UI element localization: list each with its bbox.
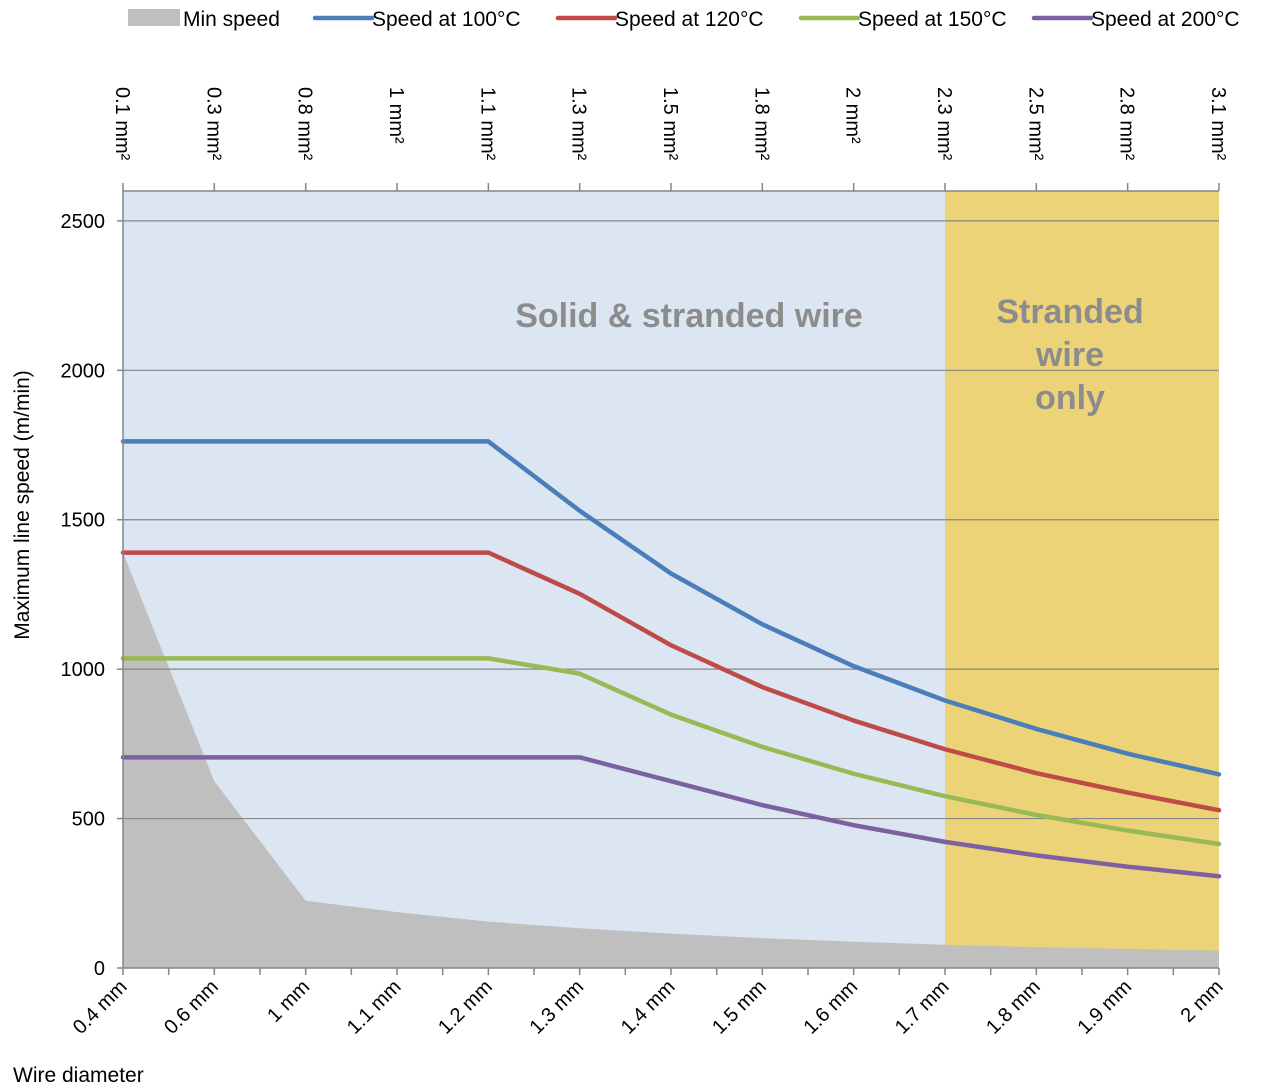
x-tick-label-9: 1.7 mm (891, 976, 954, 1039)
region-label-0-line-0: Solid & stranded wire (515, 297, 863, 335)
region-label-1-line-2: only (1035, 379, 1105, 417)
area-series (123, 552, 1219, 968)
series-line-3 (120, 755, 1222, 879)
x-tick-label-0: 0.4 mm (69, 976, 132, 1039)
region-labels: Solid & stranded wire Stranded wire only (515, 293, 1143, 417)
legend-swatch-0 (128, 9, 180, 26)
top-tick-label-1: 0.3 mm² (202, 87, 224, 161)
y-tick-label-5: 2500 (61, 211, 106, 233)
legend-label-4: Speed at 200°C (1091, 8, 1240, 31)
top-tick-label-0: 0.1 mm² (111, 87, 133, 161)
top-tick-label-5: 1.3 mm² (568, 87, 590, 161)
y-tick-label-4: 2000 (61, 360, 106, 382)
x-tick-label-7: 1.5 mm (708, 976, 771, 1039)
top-tick-label-8: 2 mm² (842, 87, 864, 144)
y-tick-label-0: 0 (94, 958, 105, 980)
y-tick-label-2: 1000 (61, 659, 106, 681)
x-tick-label-5: 1.3 mm (525, 976, 588, 1039)
top-tick-label-10: 2.5 mm² (1024, 87, 1046, 161)
top-tick-label-4: 1.1 mm² (476, 87, 498, 161)
region-label-1-line-0: Stranded (996, 293, 1143, 331)
x-tick-label-12: 2 mm (1177, 976, 1228, 1027)
region-label-1-line-1: wire (1035, 336, 1104, 374)
y-tick-label-3: 1500 (61, 510, 106, 532)
x-tick-label-8: 1.6 mm (799, 976, 862, 1039)
top-tick-label-6: 1.5 mm² (659, 87, 681, 161)
legend: Min speed Speed at 100°C Speed at 120°C Spe… (128, 8, 1240, 31)
top-tick-label-9: 2.3 mm² (933, 87, 955, 161)
x-tick-label-6: 1.4 mm (617, 976, 680, 1039)
x-tick-label-3: 1.1 mm (343, 976, 406, 1039)
x-axis: 0.4 mm 0.6 mm 1 mm 1.1 mm 1.2 mm 1.3 mm 1.4 mm… (69, 968, 1228, 1039)
top-tick-label-7: 1.8 mm² (750, 87, 772, 161)
y-tick-label-1: 500 (72, 809, 105, 831)
x-axis-title: Wire diameter (13, 1064, 144, 1087)
series-line-0 (120, 439, 1222, 777)
legend-label-1: Speed at 100°C (372, 8, 521, 31)
legend-label-3: Speed at 150°C (858, 8, 1007, 31)
top-tick-label-2: 0.8 mm² (294, 87, 316, 161)
line-series (120, 439, 1222, 879)
legend-label-0: Min speed (183, 8, 280, 31)
x-tick-label-1: 0.6 mm (160, 976, 223, 1039)
y-axis: 0 500 1000 1500 2000 2500 (61, 211, 123, 980)
series-line-1 (120, 550, 1222, 813)
top-tick-label-12: 3.1 mm² (1207, 87, 1229, 161)
x-tick-label-10: 1.8 mm (982, 976, 1045, 1039)
region-0 (123, 191, 945, 968)
x-tick-label-2: 1 mm (263, 976, 314, 1027)
x-tick-label-4: 1.2 mm (434, 976, 497, 1039)
series-area-min-speed (123, 552, 1219, 968)
gridlines (123, 220, 1219, 820)
y-axis-title: Maximum line speed (m/min) (11, 370, 34, 640)
legend-label-2: Speed at 120°C (615, 8, 764, 31)
top-tick-label-11: 2.8 mm² (1116, 87, 1138, 161)
top-axis: 0.1 mm² 0.3 mm² 0.8 mm² 1 mm² 1.1 mm² 1.3 mm²… (111, 87, 1229, 191)
x-tick-label-11: 1.9 mm (1073, 976, 1136, 1039)
top-tick-label-3: 1 mm² (385, 87, 407, 144)
series-line-2 (120, 656, 1222, 847)
